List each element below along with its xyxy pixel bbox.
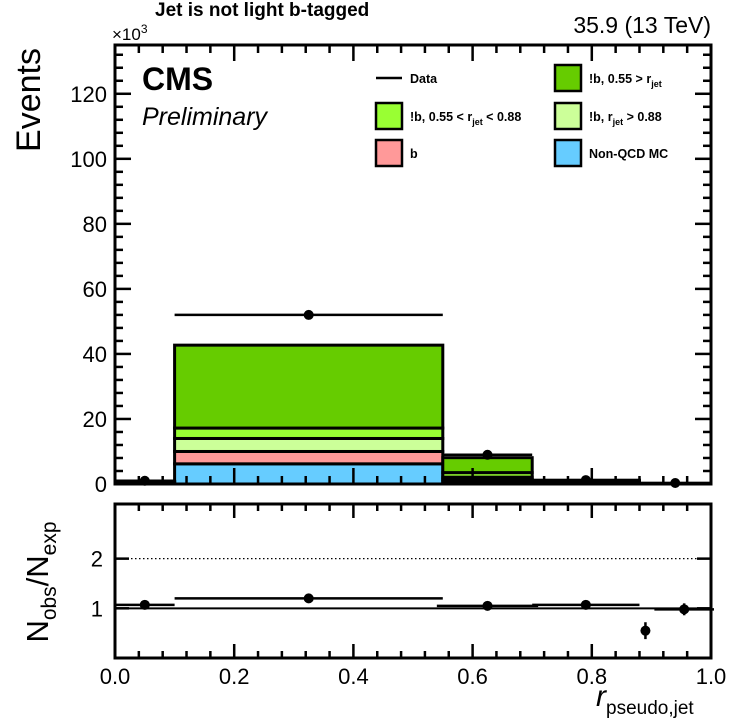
x-axis-label: rpseudo,jet [596,680,694,719]
data-point-3 [580,475,591,486]
top-y-axis: 0 20 40 60 80 100 120 [70,45,713,497]
ratio-y-axis-label: Nobs/Nexp [20,521,61,642]
ratio-axes: 1 2 0.0 0.2 0.4 0.6 0.8 1.0 [91,504,727,689]
legend-label-3: !b, rjet > 0.88 [589,110,662,127]
legend-swatch-4 [374,138,404,168]
x-tick-label: 1.0 [696,664,727,689]
data-point-0 [139,475,150,486]
ratio-point-1 [303,593,314,604]
x-tick-label: 0.0 [100,664,131,689]
ratio-panel-frame [113,502,713,660]
legend-swatch-5 [553,138,583,168]
stack-bar-4-1 [173,343,445,430]
stack-bar-2-1 [173,436,445,453]
y-tick-label: 100 [70,147,107,172]
y-multiplier: ×103 [112,22,148,44]
y-tick-label: 60 [83,277,107,302]
y-tick-label: 0 [95,472,107,497]
y-tick-label: 80 [83,212,107,237]
y-tick-label: 20 [83,407,107,432]
lumi-label: 35.9 (13 TeV) [573,12,711,38]
stack-bar-1-1 [173,449,445,466]
legend-swatch-2 [374,101,404,131]
stack-bar-4-2 [441,456,534,475]
ratio-point-4 [640,625,651,636]
ratio-y-tick-label: 2 [91,547,103,572]
legend: Data !b, 0.55 > rjet !b, 0.55 < rjet < 0.8… [374,63,668,168]
x-tick-label: 0.6 [457,664,488,689]
legend-label-5: Non-QCD MC [589,147,668,161]
preliminary-label: Preliminary [142,103,269,131]
x-tick-label: 0.4 [338,664,369,689]
legend-label-4: b [410,147,418,161]
data-point-1 [303,309,314,320]
x-tick-label: 0.2 [219,664,250,689]
ratio-point-2 [482,600,493,611]
ratio-points [115,593,714,640]
stack-bar-3-1 [173,426,445,440]
legend-swatch-1 [553,63,583,93]
data-point-4 [670,478,681,489]
chart-title: Jet is not light b-tagged [155,0,369,21]
y-axis-label: Events [10,48,48,152]
cms-label: CMS [142,61,213,97]
legend-label-1: !b, 0.55 > rjet [589,72,662,89]
data-point-2 [482,449,493,460]
ratio-y-tick-label: 1 [91,596,103,621]
y-tick-label: 40 [83,342,107,367]
legend-label-2: !b, 0.55 < rjet < 0.88 [410,110,521,127]
stack-bar-0-1 [173,462,445,486]
stacked-histogram [113,343,713,486]
y-tick-label: 120 [70,82,107,107]
legend-label-0: Data [410,72,438,86]
legend-swatch-3 [553,101,583,131]
x-tick-label: 0.8 [577,664,608,689]
